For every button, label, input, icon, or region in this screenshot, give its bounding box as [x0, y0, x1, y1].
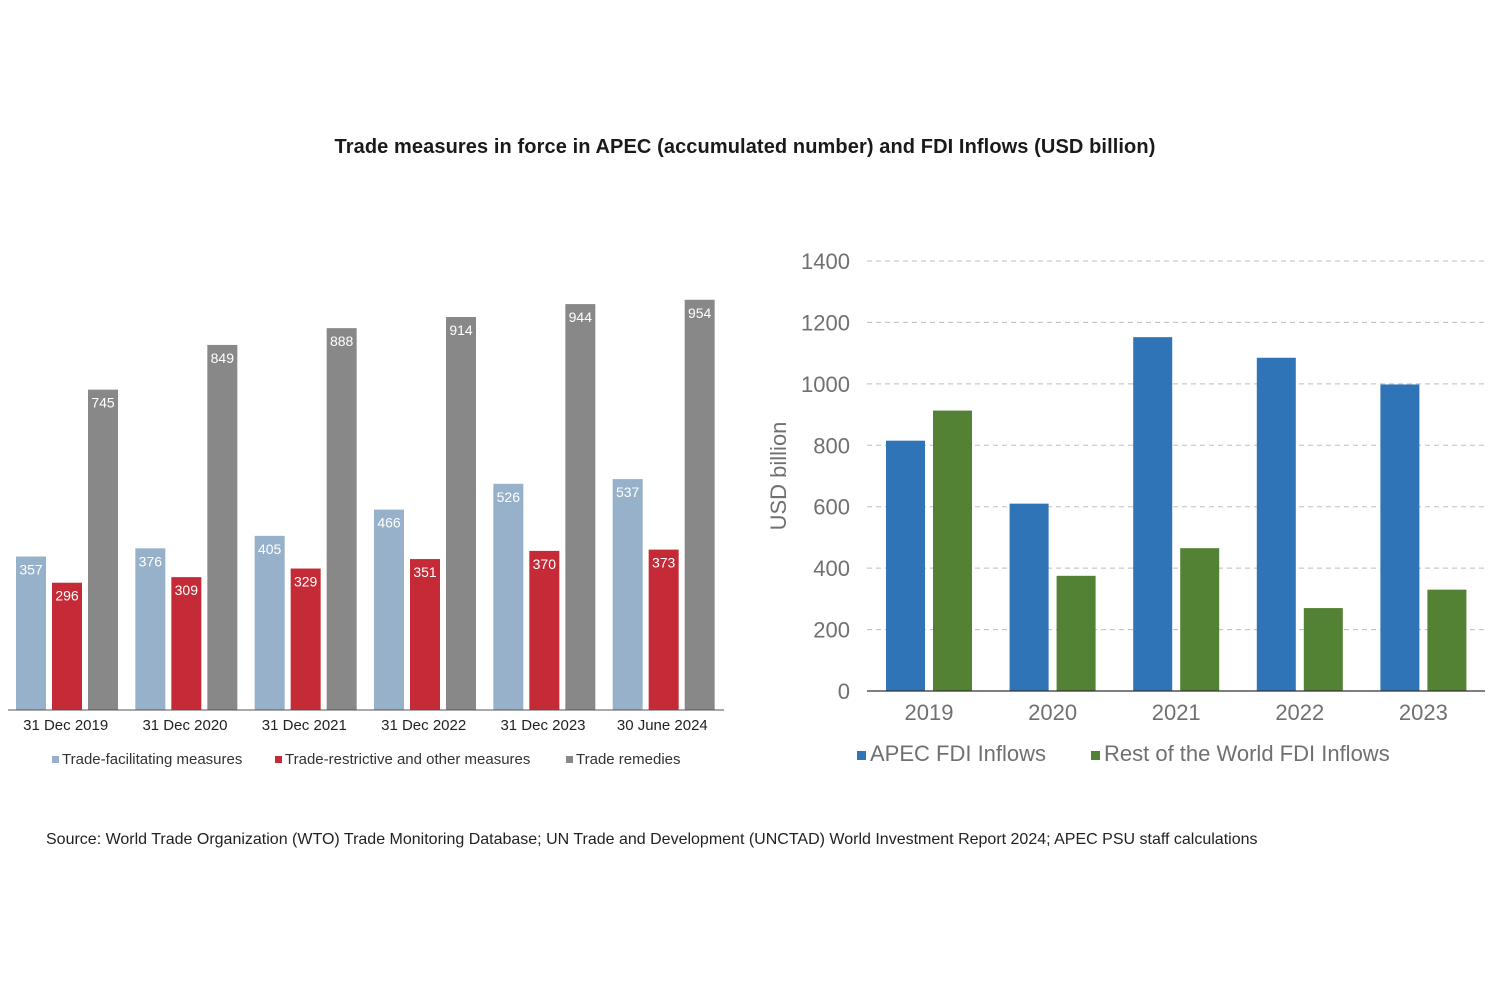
- bar-apec-fdi-inflows: [1256, 357, 1296, 691]
- bar-trade-remedies: [684, 299, 715, 710]
- bar-trade-restrictive-and-other-measures: [529, 550, 560, 710]
- data-label: 296: [55, 588, 79, 604]
- legend-label: Trade-facilitating measures: [62, 751, 242, 768]
- bar-trade-remedies: [326, 328, 357, 710]
- legend-swatch: [857, 751, 866, 760]
- bar-trade-restrictive-and-other-measures: [410, 559, 440, 710]
- bar-trade-remedies: [88, 389, 118, 710]
- data-label: 745: [91, 395, 115, 411]
- bar-apec-fdi-inflows: [1133, 337, 1173, 691]
- x-tick-label: 31 Dec 2022: [381, 717, 466, 734]
- y-tick-label: 600: [813, 495, 850, 520]
- bar-trade-facilitating-measures: [493, 483, 524, 710]
- bar-trade-facilitating-measures: [16, 556, 46, 710]
- bar-trade-restrictive-and-other-measures: [52, 582, 82, 710]
- y-tick-label: 800: [813, 433, 850, 458]
- bar-trade-restrictive-and-other-measures: [648, 549, 679, 710]
- legend-swatch: [1091, 751, 1100, 760]
- bar-trade-restrictive-and-other-measures: [290, 568, 321, 710]
- data-label: 370: [533, 556, 557, 572]
- bar-trade-remedies: [446, 316, 476, 710]
- y-tick-label: 1200: [801, 310, 850, 335]
- legend-label: Rest of the World FDI Inflows: [1104, 741, 1390, 766]
- x-tick-label: 31 Dec 2020: [142, 717, 227, 734]
- trade-measures-chart: 357 296 745 31 Dec 2019 376 309 849 31 Dec 2020…: [8, 299, 724, 768]
- y-axis-title: USD billion: [766, 422, 791, 531]
- y-tick-label: 1400: [801, 249, 850, 274]
- legend-swatch: [275, 756, 282, 763]
- legend-label: Trade-restrictive and other measures: [285, 751, 530, 768]
- x-tick-label: 2019: [905, 700, 954, 725]
- bar-rest-of-the-world-fdi-inflows: [1303, 608, 1343, 691]
- bar-rest-of-the-world-fdi-inflows: [1056, 575, 1096, 691]
- data-label: 849: [211, 350, 235, 366]
- bar-rest-of-the-world-fdi-inflows: [1180, 548, 1220, 691]
- data-label: 309: [175, 582, 199, 598]
- data-label: 537: [616, 484, 640, 500]
- data-label: 954: [688, 305, 712, 321]
- x-tick-label: 2023: [1399, 700, 1448, 725]
- bar-trade-restrictive-and-other-measures: [171, 577, 202, 710]
- x-tick-label: 31 Dec 2019: [23, 717, 108, 734]
- bar-apec-fdi-inflows: [1380, 384, 1420, 691]
- x-tick-label: 2021: [1152, 700, 1201, 725]
- data-label: 526: [497, 489, 521, 505]
- data-label: 376: [139, 553, 163, 569]
- chart-title: Trade measures in force in APEC (accumul…: [334, 136, 1156, 158]
- bar-apec-fdi-inflows: [1009, 503, 1049, 691]
- data-label: 466: [377, 515, 401, 531]
- data-label: 888: [330, 333, 354, 349]
- bar-rest-of-the-world-fdi-inflows: [933, 410, 972, 691]
- data-label: 373: [652, 555, 676, 571]
- data-label: 329: [294, 574, 318, 590]
- y-tick-label: 400: [813, 556, 850, 581]
- legend-label: Trade remedies: [576, 751, 681, 768]
- legend-swatch: [566, 756, 573, 763]
- x-tick-label: 31 Dec 2023: [500, 717, 585, 734]
- data-label: 944: [569, 309, 593, 325]
- y-tick-label: 200: [813, 618, 850, 643]
- bar-trade-remedies: [207, 344, 238, 710]
- x-tick-label: 31 Dec 2021: [262, 717, 347, 734]
- x-tick-label: 2022: [1275, 700, 1324, 725]
- data-label: 351: [413, 564, 437, 580]
- x-tick-label: 30 June 2024: [617, 717, 708, 734]
- fdi-inflows-chart: 0 200 400 600 800 1000 1200 1400 2019 2020 2021 202…: [766, 249, 1485, 766]
- bar-trade-remedies: [565, 304, 596, 710]
- source-note: Source: World Trade Organization (WTO) T…: [46, 831, 1258, 848]
- bar-trade-facilitating-measures: [135, 548, 166, 710]
- bar-rest-of-the-world-fdi-inflows: [1427, 589, 1467, 691]
- data-label: 914: [449, 322, 473, 338]
- bar-apec-fdi-inflows: [886, 440, 925, 691]
- y-tick-label: 1000: [801, 372, 850, 397]
- legend-swatch: [52, 756, 59, 763]
- bar-trade-facilitating-measures: [612, 479, 643, 710]
- legend-label: APEC FDI Inflows: [870, 741, 1046, 766]
- data-label: 405: [258, 541, 282, 557]
- x-tick-label: 2020: [1028, 700, 1077, 725]
- y-tick-label: 0: [838, 679, 850, 704]
- bar-trade-facilitating-measures: [254, 535, 285, 710]
- bar-trade-facilitating-measures: [374, 509, 404, 710]
- data-label: 357: [19, 561, 43, 577]
